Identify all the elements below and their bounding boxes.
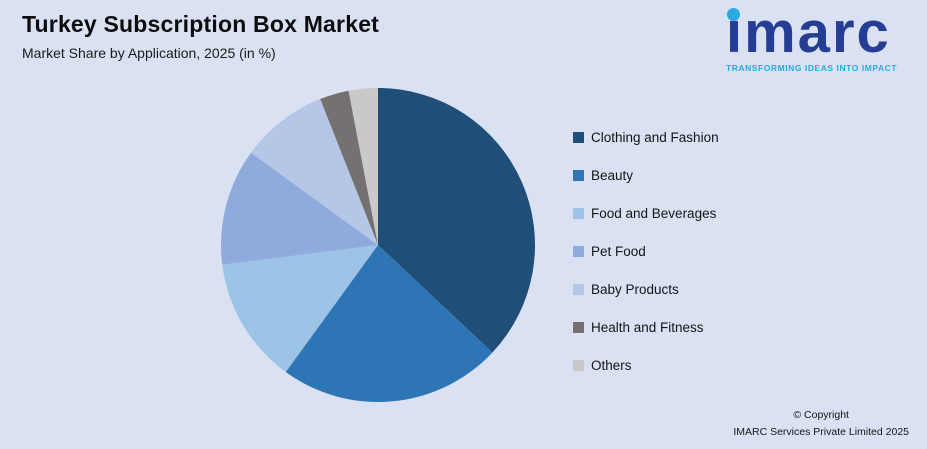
legend-item-baby-products: Baby Products	[573, 281, 719, 297]
legend-swatch	[573, 283, 584, 295]
legend-label: Food and Beverages	[591, 205, 717, 221]
imarc-logo-wordmark: imarc	[726, 4, 891, 62]
legend-swatch	[573, 207, 584, 219]
legend-item-pet-food: Pet Food	[573, 243, 719, 259]
legend-item-clothing-and-fashion: Clothing and Fashion	[573, 129, 719, 145]
legend-swatch	[573, 169, 584, 181]
chart-legend: Clothing and Fashion Beauty Food and Bev…	[573, 129, 719, 373]
legend-swatch	[573, 131, 584, 143]
legend-label: Baby Products	[591, 281, 679, 297]
copyright-line1: © Copyright	[793, 409, 849, 422]
pie-slice-2	[222, 245, 378, 373]
legend-swatch	[573, 359, 584, 371]
chart-title: Turkey Subscription Box Market	[22, 11, 380, 37]
copyright-notice: © Copyright IMARC Services Private Limit…	[733, 407, 909, 440]
legend-label: Pet Food	[591, 243, 646, 259]
legend-label: Beauty	[591, 167, 634, 183]
pie-slice-5	[320, 90, 378, 245]
legend-swatch	[573, 245, 584, 257]
pie-chart-area	[216, 83, 540, 407]
legend-label: Health and Fitness	[591, 319, 704, 335]
imarc-logo: imarc TRANSFORMING IDEAS INTO IMPACT	[726, 4, 911, 74]
legend-item-food-and-beverages: Food and Beverages	[573, 205, 719, 221]
chart-header: Turkey Subscription Box Market Market Sh…	[22, 11, 379, 61]
pie-slice-3	[221, 152, 378, 265]
pie-slice-1	[285, 245, 493, 403]
legend-label: Clothing and Fashion	[591, 129, 719, 145]
pie-slice-0	[378, 88, 535, 353]
pie-chart	[221, 88, 535, 403]
legend-swatch	[573, 321, 584, 333]
legend-item-health-and-fitness: Health and Fitness	[573, 319, 719, 335]
legend-label: Others	[591, 357, 632, 373]
pie-slice-6	[348, 88, 378, 245]
legend-item-beauty: Beauty	[573, 167, 719, 183]
chart-subtitle: Market Share by Application, 2025 (in %)	[22, 45, 276, 61]
imarc-logo-text: imarc	[726, 0, 891, 65]
imarc-logo-dot-icon	[727, 8, 740, 21]
copyright-line2: IMARC Services Private Limited 2025	[733, 425, 909, 438]
imarc-logo-tagline: TRANSFORMING IDEAS INTO IMPACT	[726, 63, 898, 74]
legend-item-others: Others	[573, 357, 719, 373]
pie-slice-4	[250, 99, 378, 245]
